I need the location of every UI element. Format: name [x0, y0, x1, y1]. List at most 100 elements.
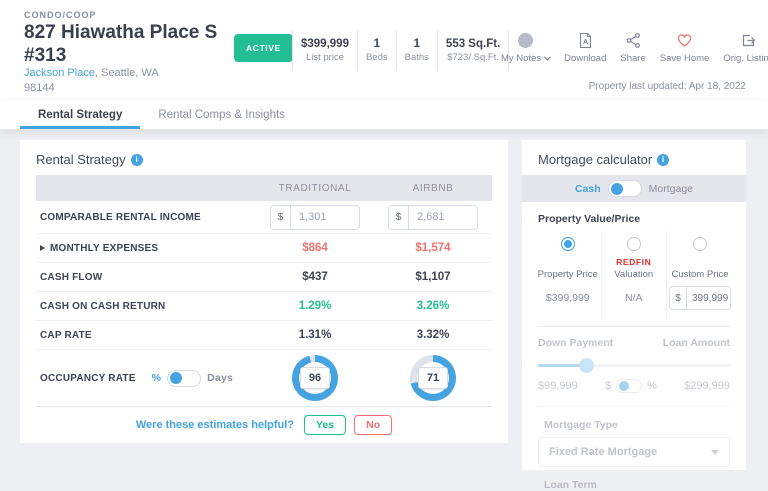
toggle-knob — [610, 182, 623, 195]
table-row-monthly-expenses: MONTHLY EXPENSES $864 $1,574 — [36, 234, 492, 263]
option-custom-price: Custom Price $ 399,999 — [666, 231, 733, 320]
property-location: Jackson Place, Seattle, WA — [24, 67, 159, 79]
coc-return-traditional: 1.29% — [298, 300, 332, 312]
price-options: Property Price $399,999 REDFIN Valuation… — [535, 231, 733, 320]
occupancy-toggle-switch[interactable] — [167, 369, 202, 387]
cash-flow-traditional: $437 — [302, 271, 328, 283]
section-divider — [538, 326, 730, 327]
save-home-button[interactable]: Save Home — [653, 32, 717, 64]
loan-amount-label: Loan Amount — [662, 337, 730, 349]
tab-bar: Rental Strategy Rental Comps & Insights — [0, 100, 768, 130]
custom-price-input[interactable]: $ 399,999 — [669, 286, 731, 310]
row-label: CAP RATE — [40, 329, 92, 341]
table-row-cap-rate: CAP RATE 1.31% 3.32% — [36, 321, 492, 350]
cash-flow-airbnb: $1,107 — [415, 271, 451, 283]
valuation-value: N/A — [624, 292, 643, 304]
currency-prefix: $ — [389, 205, 409, 229]
download-button[interactable]: A Download — [557, 32, 613, 64]
property-type-label: CONDO/COOP — [24, 10, 97, 20]
share-icon — [626, 33, 640, 48]
traditional-income-input[interactable]: $ 1,301 — [270, 204, 360, 230]
cash-mortgage-switch[interactable] — [607, 180, 642, 197]
mortgage-type-label: Mortgage Type — [544, 419, 618, 431]
row-label: CASH ON CASH RETURN — [40, 300, 166, 312]
airbnb-income-input[interactable]: $ 2,681 — [388, 204, 478, 230]
row-label: COMPARABLE RENTAL INCOME — [40, 211, 201, 223]
share-button[interactable]: Share — [613, 32, 652, 64]
currency-prefix: $ — [670, 287, 687, 309]
dollar-unit: $ — [604, 380, 612, 392]
neighborhood-link[interactable]: Jackson Place — [24, 67, 95, 79]
orig-listing-button[interactable]: Orig. Listing — [716, 32, 768, 64]
row-label: CASH FLOW — [40, 271, 103, 283]
page-title: 827 Hiawatha Place S #313 — [24, 21, 234, 67]
dropdown-caret-icon — [711, 449, 719, 455]
mortgage-calculator-panel: Mortgage calculator Cash Mortgage Proper… — [522, 140, 746, 491]
info-icon[interactable] — [130, 153, 143, 166]
estimates-feedback: Were these estimates helpful? Yes No — [36, 406, 492, 443]
feedback-yes-button[interactable]: Yes — [304, 415, 347, 435]
mortgage-option[interactable]: Mortgage — [648, 182, 694, 195]
down-payment-label: Down Payment — [538, 337, 614, 349]
table-header: TRADITIONAL AIRBNB — [36, 175, 492, 201]
mortgage-type-dropdown: Fixed Rate Mortgage — [538, 437, 730, 467]
dotted-divider — [538, 406, 730, 407]
external-link-icon — [743, 34, 756, 47]
days-option[interactable]: Days — [207, 372, 234, 384]
coc-return-airbnb: 3.26% — [416, 300, 450, 312]
custom-price-radio[interactable] — [693, 237, 707, 251]
loan-amount-value: $299,999 — [684, 380, 730, 392]
dollar-percent-switch — [616, 379, 643, 393]
occupancy-donut-airbnb: 71 — [410, 355, 456, 401]
expenses-traditional: $864 — [302, 242, 328, 254]
info-icon[interactable] — [657, 153, 670, 166]
feedback-question: Were these estimates helpful? — [135, 419, 294, 431]
zip-code: 98144 — [24, 82, 55, 94]
property-value-price-label: Property Value/Price — [538, 213, 641, 225]
tab-rental-strategy[interactable]: Rental Strategy — [20, 100, 141, 129]
occupancy-value-traditional[interactable]: 96 — [300, 367, 330, 389]
percent-unit: % — [647, 380, 657, 392]
expenses-airbnb: $1,574 — [415, 242, 451, 254]
occupancy-value-airbnb[interactable]: 71 — [418, 367, 448, 389]
cash-option[interactable]: Cash — [574, 182, 601, 195]
percent-option[interactable]: % — [151, 372, 162, 384]
rental-strategy-panel: Rental Strategy TRADITIONAL AIRBNB COMPA… — [20, 140, 508, 443]
chevron-down-icon — [544, 53, 552, 61]
down-payment-amount: $99,999 — [538, 380, 578, 392]
city-state-text: , Seattle, WA — [94, 67, 159, 79]
cap-rate-airbnb: 3.32% — [416, 329, 450, 341]
heart-icon — [677, 34, 692, 47]
column-traditional: TRADITIONAL — [278, 182, 352, 194]
occupancy-donut-traditional: 96 — [292, 355, 338, 401]
toggle-knob — [619, 381, 630, 391]
property-address-line1: 827 Hiawatha Place S — [24, 22, 218, 43]
last-updated-text: Property last updated: Apr 18, 2022 — [588, 81, 746, 92]
property-stats: $399,999 List price 1 Beds 1 Baths 553 S… — [292, 30, 510, 70]
slider-handle — [579, 358, 594, 373]
tab-rental-comps[interactable]: Rental Comps & Insights — [158, 109, 285, 121]
occupancy-unit-toggle[interactable]: % Days — [151, 369, 234, 387]
column-airbnb: AIRBNB — [412, 182, 454, 194]
stat-baths: 1 Baths — [395, 30, 437, 70]
loan-term-label: Loan Term — [544, 479, 597, 491]
expand-monthly-expenses[interactable]: MONTHLY EXPENSES — [36, 243, 256, 254]
property-header: CONDO/COOP 827 Hiawatha Place S #313 Jac… — [0, 0, 768, 100]
header-actions: My Notes A Download Share Save Home — [494, 32, 768, 64]
cap-rate-traditional: 1.31% — [298, 329, 332, 341]
rental-strategy-title: Rental Strategy — [20, 140, 508, 175]
redfin-logo: REDFIN — [616, 257, 652, 267]
option-redfin-valuation: REDFIN Valuation N/A — [600, 231, 667, 320]
redfin-valuation-radio[interactable] — [626, 237, 641, 251]
stat-list-price: $399,999 List price — [292, 30, 357, 70]
expand-arrow-icon — [40, 245, 45, 251]
table-row-cash-flow: CASH FLOW $437 $1,107 — [36, 263, 492, 292]
my-notes-button[interactable]: My Notes — [494, 32, 557, 64]
row-label: OCCUPANCY RATE — [40, 372, 136, 384]
mortgage-calculator-title: Mortgage calculator — [522, 140, 746, 175]
pdf-download-icon: A — [579, 32, 591, 49]
status-badge: ACTIVE — [234, 34, 293, 62]
property-price-radio[interactable] — [560, 237, 575, 251]
feedback-no-button[interactable]: No — [354, 415, 393, 435]
option-property-price: Property Price $399,999 — [535, 231, 601, 320]
